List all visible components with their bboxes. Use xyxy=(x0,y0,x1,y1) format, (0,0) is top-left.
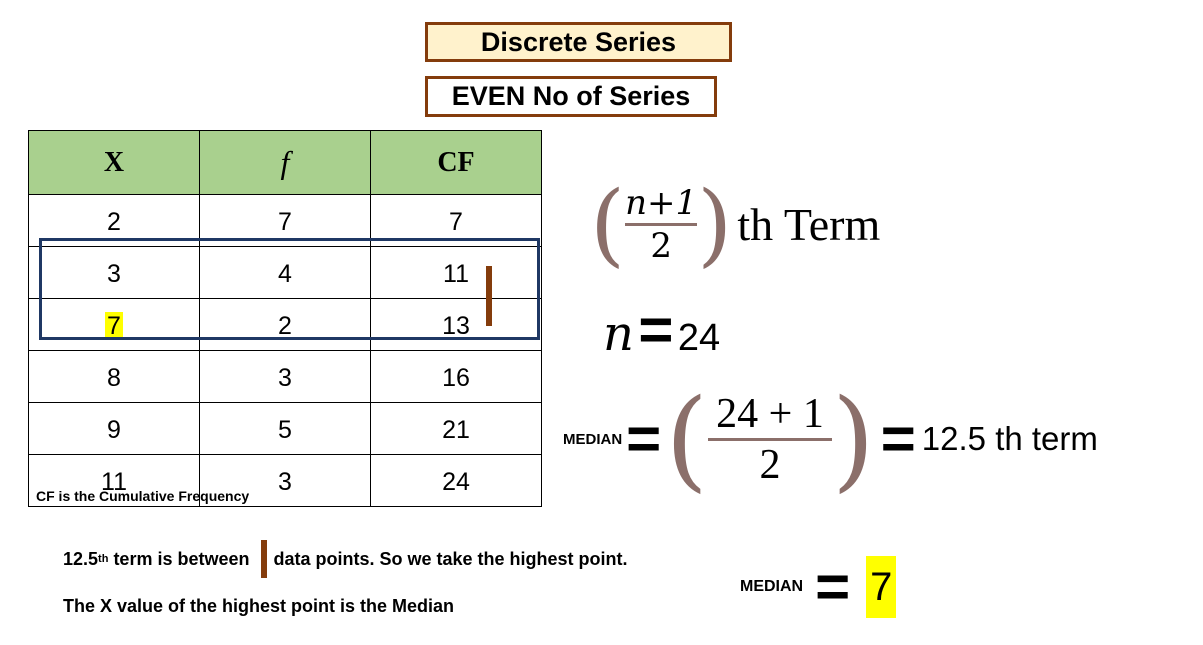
cell: 3 xyxy=(199,350,371,403)
equals-sign: = xyxy=(880,405,916,472)
cell: 7 xyxy=(28,298,200,351)
median-value: 7 xyxy=(866,556,897,618)
numerator: n+1 xyxy=(625,183,698,226)
note-text: term is between xyxy=(108,548,250,569)
n-variable: n xyxy=(603,306,634,362)
header-f: f xyxy=(199,130,371,195)
left-paren: ( xyxy=(665,375,709,503)
table-row: 11 3 24 xyxy=(28,454,542,507)
cell: 11 xyxy=(370,246,542,299)
note-line-2: The X value of the highest point is the … xyxy=(63,596,455,616)
equals-sign: = xyxy=(815,553,851,620)
cell: 9 xyxy=(28,402,200,455)
n-line: n = 24 xyxy=(603,300,721,363)
n-value: 24 xyxy=(677,317,721,359)
title-even-series: EVEN No of Series xyxy=(425,76,717,117)
cell: 24 xyxy=(370,454,542,507)
marker-bar xyxy=(486,266,492,326)
median-result-line: MEDIAN = 7 xyxy=(740,553,897,620)
note-sup: th xyxy=(98,553,109,565)
cell: 2 xyxy=(199,298,371,351)
table-row: 3 4 11 xyxy=(28,246,542,299)
cell: 11 xyxy=(28,454,200,507)
cell: 21 xyxy=(370,402,542,455)
right-paren: ) xyxy=(831,375,875,503)
header-cf: CF xyxy=(370,130,542,195)
median-label: MEDIAN xyxy=(740,578,804,595)
note-line-1: 12.5 th term is between data points. So w… xyxy=(63,540,628,578)
formula-suffix: th Term xyxy=(737,199,881,250)
cell: 4 xyxy=(199,246,371,299)
cell: 5 xyxy=(199,402,371,455)
table-footnote: CF is the Cumulative Frequency xyxy=(36,488,250,504)
equals-sign: = xyxy=(626,405,662,472)
title-discrete-series: Discrete Series xyxy=(425,22,732,62)
table-row: 7 2 13 xyxy=(28,298,542,351)
table-header: X f CF xyxy=(28,130,542,195)
fraction: n+1 2 xyxy=(625,183,698,266)
median-result: 12.5 th term xyxy=(921,420,1098,457)
highlighted-median-x: 7 xyxy=(105,312,123,340)
numerator: 24 + 1 xyxy=(708,390,832,441)
right-paren: ) xyxy=(697,172,733,277)
note-number: 12.5 xyxy=(63,548,99,569)
left-paren: ( xyxy=(590,172,626,277)
cell: 3 xyxy=(199,454,371,507)
denominator: 2 xyxy=(650,226,672,266)
median-label: MEDIAN xyxy=(563,430,623,448)
cell: 8 xyxy=(28,350,200,403)
cell: 16 xyxy=(370,350,542,403)
denominator: 2 xyxy=(759,441,781,488)
highlight-box xyxy=(39,238,540,340)
header-x: X xyxy=(28,130,200,195)
cell: 13 xyxy=(370,298,542,351)
table-row: 8 3 16 xyxy=(28,350,542,403)
formula-general: (n+1 2) th Term xyxy=(590,172,880,277)
note-text: data points. So we take the highest poin… xyxy=(273,548,628,569)
table-row: 9 5 21 xyxy=(28,402,542,455)
marker-bar-inline xyxy=(261,540,268,578)
equals-sign: = xyxy=(638,296,674,363)
